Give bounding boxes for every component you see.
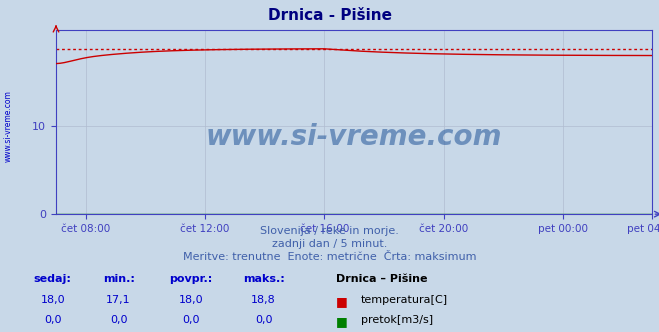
Text: ■: ■ [336, 295, 348, 308]
Text: temperatura[C]: temperatura[C] [361, 295, 448, 305]
Text: zadnji dan / 5 minut.: zadnji dan / 5 minut. [272, 239, 387, 249]
Text: 0,0: 0,0 [183, 315, 200, 325]
Text: 18,8: 18,8 [251, 295, 276, 305]
Text: maks.:: maks.: [243, 274, 285, 284]
Text: 0,0: 0,0 [255, 315, 272, 325]
Text: 0,0: 0,0 [110, 315, 127, 325]
Text: Meritve: trenutne  Enote: metrične  Črta: maksimum: Meritve: trenutne Enote: metrične Črta: … [183, 252, 476, 262]
Text: pretok[m3/s]: pretok[m3/s] [361, 315, 433, 325]
Text: 18,0: 18,0 [179, 295, 204, 305]
Text: 17,1: 17,1 [106, 295, 131, 305]
Text: Drnica – Pišine: Drnica – Pišine [336, 274, 428, 284]
Text: povpr.:: povpr.: [169, 274, 213, 284]
Text: www.si-vreme.com: www.si-vreme.com [3, 90, 13, 162]
Text: 0,0: 0,0 [44, 315, 61, 325]
Text: Slovenija / reke in morje.: Slovenija / reke in morje. [260, 226, 399, 236]
Text: sedaj:: sedaj: [34, 274, 72, 284]
Text: 18,0: 18,0 [40, 295, 65, 305]
Text: www.si-vreme.com: www.si-vreme.com [206, 123, 502, 151]
Text: min.:: min.: [103, 274, 134, 284]
Text: ■: ■ [336, 315, 348, 328]
Text: Drnica - Pišine: Drnica - Pišine [268, 8, 391, 23]
